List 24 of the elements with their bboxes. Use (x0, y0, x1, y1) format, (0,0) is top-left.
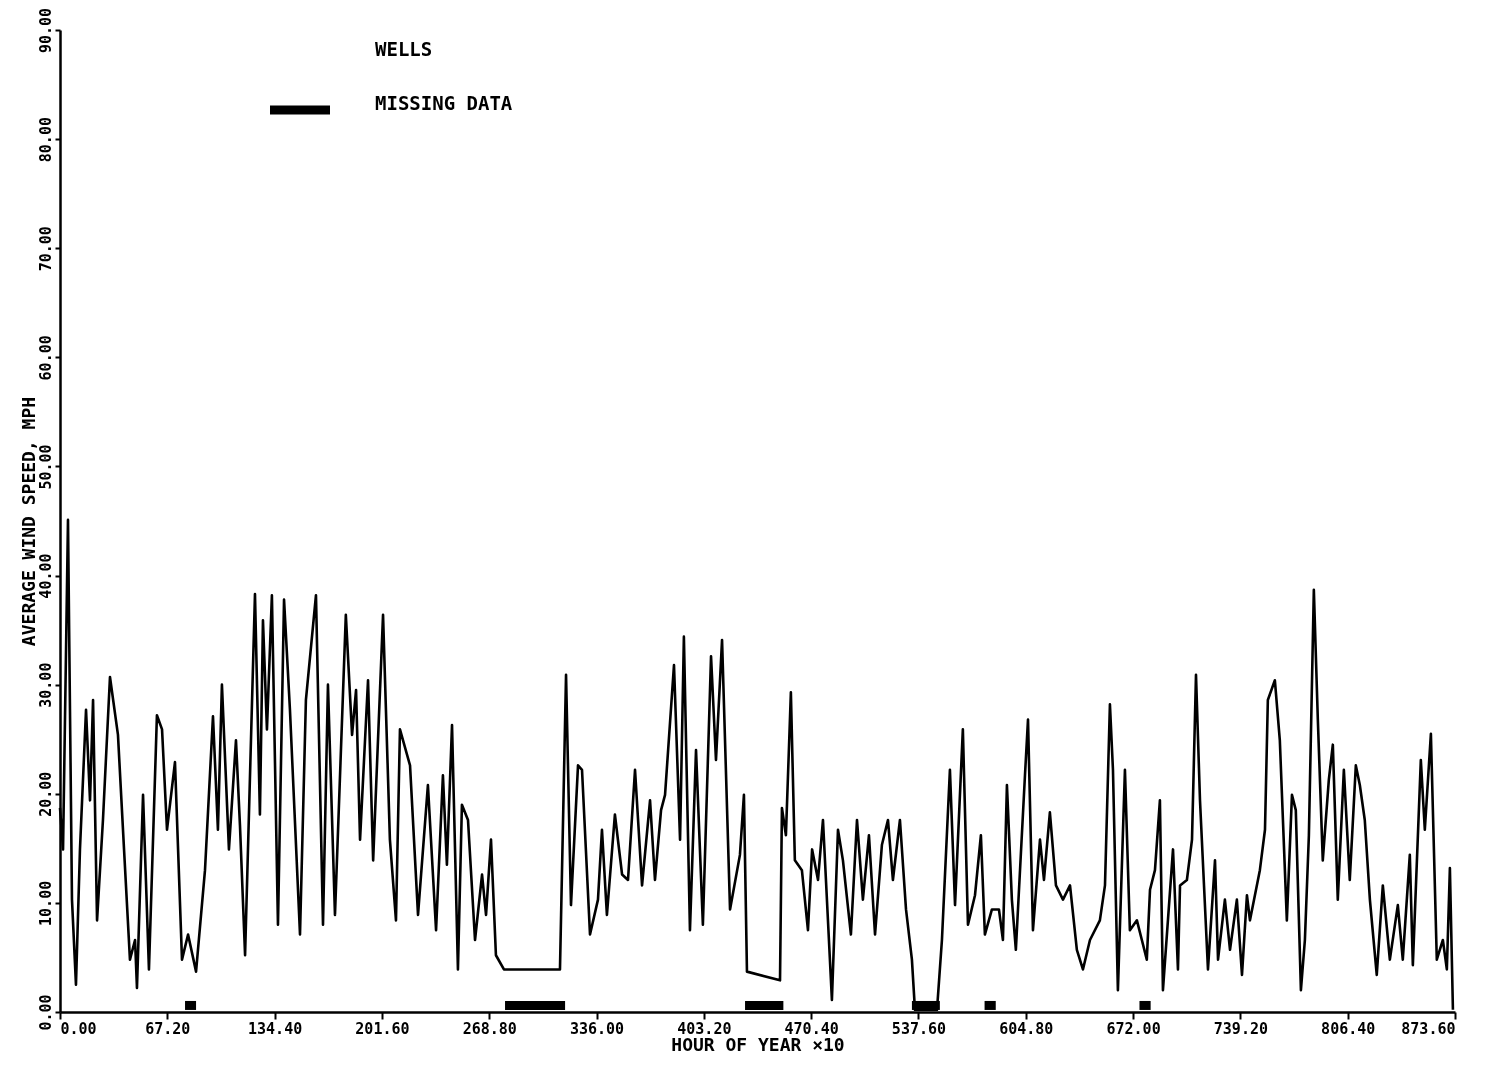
y-tick-label: 60.00 (36, 335, 55, 381)
y-tick-label: 10.00 (36, 880, 55, 926)
y-tick-label: 20.00 (36, 771, 55, 817)
x-tick-label: 873.60 (1401, 1019, 1456, 1038)
x-tick-label: 0.00 (60, 1019, 97, 1038)
y-tick-label: 30.00 (36, 662, 55, 708)
x-tick-label: 336.00 (569, 1019, 625, 1038)
x-tick-label: 604.80 (999, 1019, 1054, 1038)
y-tick-label: 70.00 (36, 226, 55, 272)
chart-title: WELLS (375, 38, 433, 60)
y-tick-label: 40.00 (36, 553, 55, 599)
x-tick-label: 537.60 (891, 1019, 947, 1038)
x-tick-label: 806.40 (1321, 1019, 1376, 1038)
y-tick-label: 90.00 (36, 7, 55, 54)
y-tick-label: 80.00 (36, 117, 55, 163)
x-tick-label: 739.20 (1213, 1019, 1268, 1038)
x-tick-label: 268.80 (462, 1019, 517, 1038)
x-tick-label: 201.60 (355, 1019, 410, 1038)
x-tick-label: 672.00 (1106, 1019, 1161, 1038)
x-tick-label: 67.20 (145, 1019, 191, 1038)
y-axis-title: AVERAGE WIND SPEED, MPH (17, 396, 39, 647)
x-tick-label: 134.40 (248, 1019, 303, 1038)
legend-label: MISSING DATA (375, 92, 513, 114)
y-tick-label: 50.00 (36, 444, 55, 490)
